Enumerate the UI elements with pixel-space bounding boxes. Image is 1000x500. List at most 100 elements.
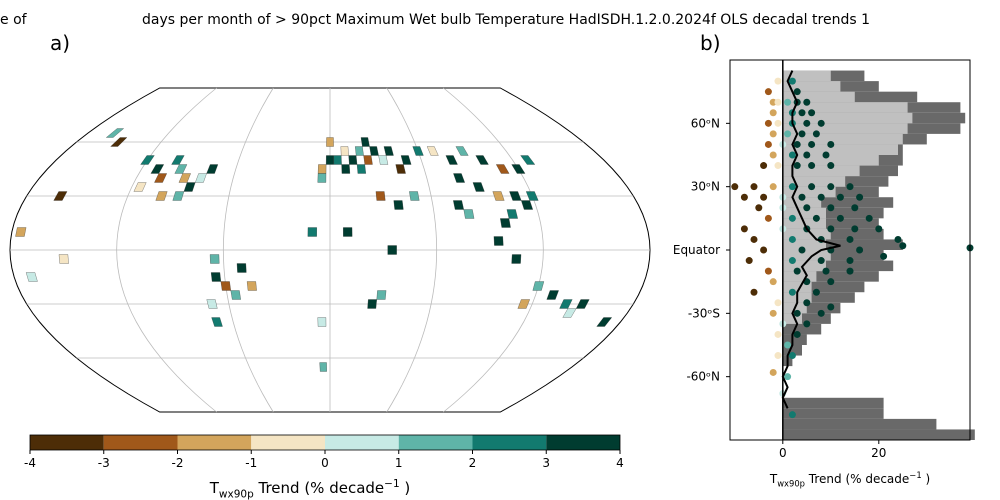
panel-label: a)	[50, 31, 70, 55]
point	[774, 162, 782, 170]
grid-cell	[546, 290, 559, 300]
grid-cell	[375, 191, 386, 201]
label-part: )	[400, 479, 411, 497]
point	[856, 246, 864, 254]
point	[803, 320, 811, 328]
point	[750, 288, 758, 296]
grid-cell	[360, 137, 370, 147]
point	[817, 193, 825, 201]
light-bar	[782, 102, 908, 113]
label-part: wx90p	[777, 479, 805, 489]
point	[731, 183, 739, 191]
graticule	[222, 87, 274, 413]
point	[798, 109, 806, 117]
grid-cell	[15, 227, 27, 237]
dark-bar	[782, 323, 822, 335]
grid-cell	[596, 317, 613, 327]
point	[875, 225, 883, 233]
light-bar	[782, 271, 817, 282]
label-part: wx90p	[219, 489, 254, 500]
grid-cell	[532, 281, 545, 291]
point	[851, 204, 859, 212]
grid-cell	[511, 254, 522, 264]
grid-cell	[412, 146, 424, 156]
point	[784, 341, 792, 349]
y-tick-label: 30ᵒN	[691, 180, 720, 194]
x-tick-label: 0	[779, 446, 787, 460]
light-bar	[782, 228, 831, 240]
point	[764, 88, 772, 96]
label-part: Trend (% decade	[805, 472, 909, 486]
point	[865, 214, 873, 222]
point	[822, 151, 830, 159]
clipped-title: e of	[0, 12, 28, 28]
grid-cell	[453, 173, 465, 183]
grid-cell	[363, 155, 373, 165]
dark-bar	[782, 334, 807, 345]
light-bar	[782, 112, 913, 124]
grid-cell	[317, 173, 327, 183]
point	[774, 119, 782, 127]
light-bar	[782, 155, 879, 166]
grid-cell	[383, 146, 394, 156]
point	[769, 309, 777, 317]
point	[774, 77, 782, 85]
point	[851, 225, 859, 233]
point	[803, 204, 811, 212]
point	[784, 130, 792, 138]
point	[846, 257, 854, 265]
dark-bar	[782, 197, 894, 208]
point	[836, 193, 844, 201]
colorbar-tick-label: 0	[321, 456, 329, 470]
grid-cell	[343, 227, 353, 237]
grid-cell	[376, 290, 387, 300]
point	[784, 373, 792, 381]
grid-cell	[150, 164, 165, 174]
median-line	[781, 70, 841, 409]
label-part: T	[769, 472, 778, 486]
grid-cell	[319, 362, 327, 372]
light-bar	[782, 260, 826, 272]
dark-bar	[782, 302, 841, 314]
point	[846, 267, 854, 275]
grid-cell	[395, 164, 406, 174]
dark-bar	[782, 313, 831, 324]
point	[740, 193, 748, 201]
point	[788, 352, 796, 360]
point	[817, 119, 825, 127]
point	[817, 257, 825, 265]
point	[760, 162, 768, 170]
profile: 0 20 60ᵒN 30ᵒN Equator -30ᵒS -60ᵒN Twx90p Trend…	[673, 59, 975, 489]
panel-label: b)	[700, 31, 721, 55]
grid-cell	[341, 164, 351, 174]
point	[788, 77, 796, 85]
point	[788, 411, 796, 419]
dark-bar	[782, 408, 884, 419]
point	[745, 257, 753, 265]
point	[827, 225, 835, 233]
light-bar	[782, 239, 826, 250]
light-bar	[782, 176, 846, 187]
point	[846, 235, 854, 243]
colorbar-tick-label: -4	[24, 456, 36, 470]
light-bar	[782, 144, 898, 155]
map: -4 -3 -2 -1 0 1 2 3 4 Twx90p Trend (% decade−1 )	[9, 87, 651, 500]
colorbar-tick-label: 2	[469, 456, 477, 470]
grid-cell	[340, 146, 349, 156]
point	[846, 183, 854, 191]
dark-bar	[782, 292, 855, 303]
light-bar	[782, 313, 802, 324]
point	[769, 151, 777, 159]
x-tick-label: 20	[871, 446, 886, 460]
grid-cell	[475, 155, 489, 165]
y-tick-label: -30ᵒS	[688, 306, 720, 320]
point	[788, 183, 796, 191]
point	[788, 288, 796, 296]
grid-cell	[317, 164, 327, 174]
colorbar-swatch	[472, 435, 547, 450]
grid-cell	[210, 272, 222, 282]
point	[788, 257, 796, 265]
colorbar-swatch	[103, 435, 178, 450]
grid-cell	[154, 173, 168, 183]
grid-cell	[58, 254, 69, 264]
